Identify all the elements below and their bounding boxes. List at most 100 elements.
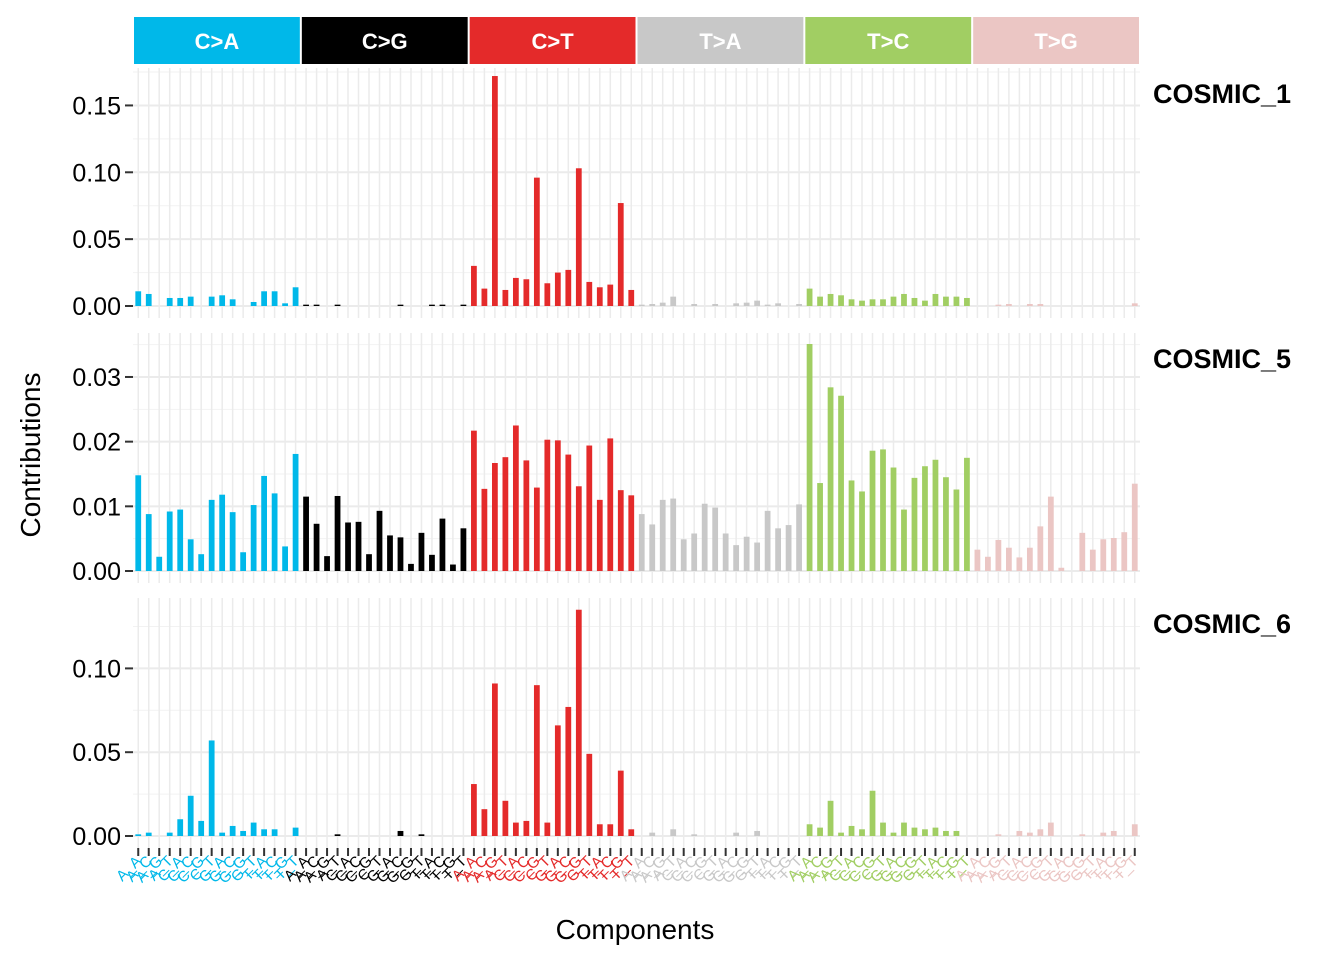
bar-C-to-A-G_A <box>219 832 226 836</box>
y-tick-label: 0.03 <box>72 364 121 392</box>
y-tick-label: 0.00 <box>72 293 121 321</box>
bar-C-to-T-T_A <box>596 499 603 571</box>
panel-COSMIC_6: 0.00 0.05 0.10 COSMIC_6 <box>72 598 1291 851</box>
panel-background <box>133 333 1140 583</box>
bar-C-to-A-T_A <box>261 829 268 836</box>
bar-T-to-C-C_A <box>848 480 855 571</box>
bar-C-to-A-C_C <box>187 795 194 836</box>
bar-C-to-G-A_T <box>334 495 341 571</box>
bar-C-to-T-C_G <box>533 177 540 306</box>
strip-label: C>A <box>195 29 240 54</box>
bar-T-to-C-T_A <box>932 293 939 306</box>
y-tick-label: 0.02 <box>72 429 121 457</box>
bar-T-to-C-T_G <box>953 296 960 306</box>
bar-C-to-T-T_C <box>607 284 614 306</box>
panel-label: COSMIC_5 <box>1153 344 1291 374</box>
bar-C-to-G-A_A <box>303 304 309 306</box>
bar-T-to-C-A_C <box>817 296 823 306</box>
bar-T-to-C-C_C <box>859 300 865 306</box>
bar-C-to-T-T_T <box>628 495 635 571</box>
bar-C-to-G-G_C <box>397 537 404 571</box>
bar-C-to-T-G_T <box>586 445 593 571</box>
strip-C-to-G <box>301 17 468 64</box>
strip-label: T>C <box>867 29 909 54</box>
bar-C-to-G-T_C <box>439 518 446 571</box>
bar-C-to-T-G_A <box>554 272 561 306</box>
bar-T-to-C-G_C <box>901 509 907 571</box>
bar-T-to-G-A_T <box>1005 303 1012 306</box>
bar-T-to-C-C_A <box>848 299 855 306</box>
bar-T-to-A-A_A <box>638 514 645 571</box>
bar-C-to-T-A_G <box>492 462 498 571</box>
bar-C-to-A-G_C <box>229 512 236 571</box>
bar-C-to-T-A_G <box>492 76 498 307</box>
bar-C-to-G-C_T <box>376 510 383 571</box>
bar-C-to-A-G_T <box>250 822 257 836</box>
bar-T-to-C-G_T <box>922 829 928 836</box>
x-axis: A_AA_CA_GA_TC_AC_CC_GC_TG_AG_CG_GG_TT_AT… <box>113 848 1142 887</box>
bar-T-to-C-G_G <box>911 477 918 571</box>
bar-C-to-G-A_C <box>313 523 320 571</box>
bar-T-to-G-G_G <box>1079 532 1086 571</box>
bar-C-to-T-A_A <box>471 430 477 571</box>
bar-T-to-C-A_G <box>827 387 834 571</box>
bar-C-to-G-C_G <box>366 554 372 571</box>
bar-C-to-A-C_T <box>208 499 215 571</box>
bar-T-to-C-T_A <box>932 827 939 836</box>
bar-C-to-G-G_C <box>397 830 404 836</box>
bar-C-to-T-A_T <box>502 289 509 306</box>
strip-label: C>T <box>531 29 574 54</box>
bar-T-to-C-C_G <box>869 299 876 306</box>
strip-C-to-A <box>134 17 300 64</box>
bar-T-to-A-G_T <box>754 542 761 571</box>
bar-C-to-T-G_A <box>554 440 561 571</box>
bar-C-to-T-A_G <box>492 683 498 836</box>
bar-T-to-C-C_T <box>880 822 886 836</box>
bar-C-to-T-C_C <box>523 820 530 836</box>
bar-T-to-G-T_T <box>1131 303 1138 306</box>
y-tick-label: 0.01 <box>72 493 121 521</box>
bar-T-to-C-A_A <box>806 824 813 836</box>
bar-C-to-T-A_C <box>481 488 488 571</box>
bar-C-to-G-A_A <box>303 496 309 571</box>
bar-C-to-G-A_G <box>324 556 330 571</box>
bar-T-to-G-C_A <box>1016 557 1023 571</box>
bar-T-to-A-A_T <box>670 498 677 571</box>
strip-T-to-G <box>973 17 1139 64</box>
bar-C-to-A-T_G <box>282 546 288 571</box>
bar-T-to-G-T_A <box>1100 832 1107 836</box>
bar-T-to-G-A_C <box>985 556 991 571</box>
bar-T-to-A-C_C <box>691 303 698 306</box>
bar-T-to-A-A_A <box>638 304 645 306</box>
bar-C-to-A-A_C <box>145 832 152 836</box>
bar-T-to-C-A_T <box>838 832 844 836</box>
bar-C-to-T-G_C <box>565 269 572 306</box>
bar-T-to-G-G_G <box>1079 834 1086 836</box>
bar-T-to-A-A_T <box>670 829 677 836</box>
bar-C-to-T-T_G <box>617 490 624 571</box>
bar-T-to-G-C_C <box>1026 547 1033 571</box>
bar-T-to-A-C_C <box>691 533 698 571</box>
bar-T-to-G-C_T <box>1047 822 1054 836</box>
bar-T-to-G-T_G <box>1121 532 1128 571</box>
bar-T-to-G-A_G <box>995 834 1002 836</box>
bar-C-to-T-C_T <box>544 283 551 306</box>
bar-T-to-A-A_C <box>649 832 656 836</box>
bar-T-to-G-C_G <box>1037 303 1044 306</box>
bar-C-to-A-T_A <box>261 291 268 306</box>
bar-C-to-G-G_C <box>397 304 404 306</box>
bar-T-to-C-C_G <box>869 450 876 571</box>
bar-C-to-A-C_T <box>208 296 215 306</box>
bar-T-to-C-T_T <box>964 297 970 306</box>
bar-C-to-A-A_T <box>166 297 173 306</box>
bar-T-to-C-A_A <box>806 288 813 306</box>
bar-T-to-C-G_T <box>922 300 928 306</box>
bar-T-to-A-A_G <box>659 499 666 571</box>
bar-T-to-C-C_C <box>859 829 865 836</box>
bar-T-to-C-T_G <box>953 489 960 571</box>
y-tick-label: 0.10 <box>72 655 121 683</box>
bar-T-to-G-A_A <box>974 549 981 571</box>
bar-C-to-A-G_G <box>240 830 247 836</box>
bar-T-to-G-C_A <box>1016 830 1023 836</box>
